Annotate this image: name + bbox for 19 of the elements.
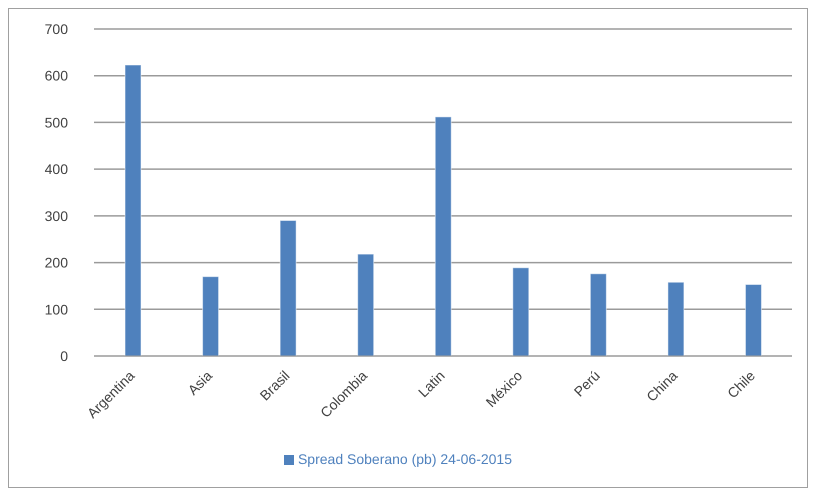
y-tick-label: 600 [44, 68, 68, 84]
bar [744, 284, 762, 356]
bar [512, 267, 530, 356]
y-tick-label: 100 [44, 301, 68, 318]
bar [202, 276, 220, 356]
y-tick-label: 300 [44, 208, 68, 224]
y-tick-label: 500 [44, 114, 68, 130]
bar [124, 64, 142, 356]
bar [434, 116, 452, 356]
bar [667, 282, 684, 356]
y-tick-label: 400 [44, 161, 68, 178]
y-tick-label: 700 [44, 20, 68, 37]
x-tick-label: Asia [184, 367, 216, 398]
bar [357, 254, 374, 356]
bar [590, 273, 607, 356]
bar [280, 220, 297, 356]
y-tick-label: 200 [44, 254, 68, 271]
y-tick-label: 0 [60, 348, 68, 364]
legend-label: Spread Soberano (pb) 24-06-2015 [298, 451, 512, 467]
